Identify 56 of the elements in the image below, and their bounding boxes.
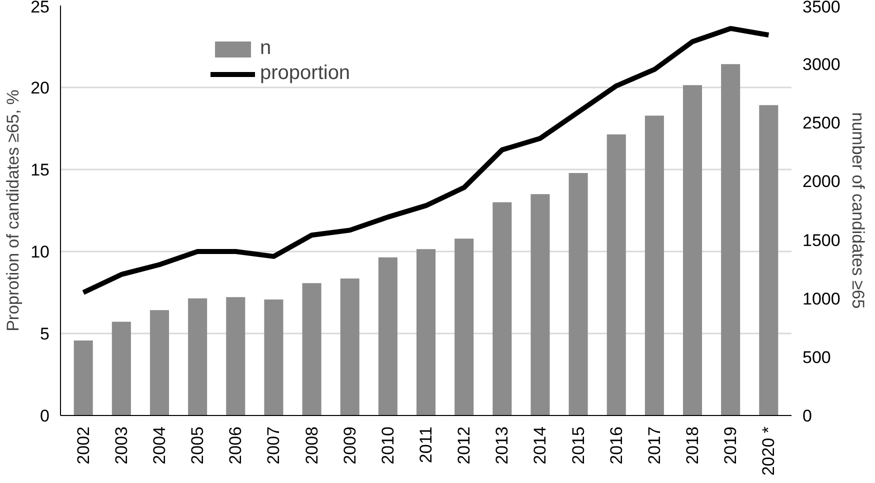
x-tick-label: 2010: [378, 426, 398, 464]
bar: [188, 298, 208, 416]
y2-axis-title: number of candidates ≥65: [848, 112, 868, 309]
bar: [74, 340, 93, 416]
y2-tick-label: 3500: [802, 0, 840, 16]
y2-tick-label: 2500: [802, 114, 840, 133]
y2-tick-label: 2000: [802, 172, 840, 192]
x-tick-label: 2019: [721, 426, 740, 464]
x-tick-label: 2017: [644, 426, 664, 464]
bar: [568, 173, 588, 416]
x-tick-label: 2002: [74, 426, 93, 464]
x-tick-label: 2012: [454, 426, 474, 464]
y-tick-label: 10: [30, 242, 50, 262]
x-tick-label: 2006: [226, 426, 246, 464]
bar: [682, 85, 702, 416]
bar: [264, 300, 284, 416]
x-tick-label: 2013: [492, 426, 512, 464]
legend-label: proportion: [260, 62, 350, 85]
bar: [416, 249, 436, 416]
bar: [112, 322, 131, 416]
y2-tick-label: 1500: [802, 230, 840, 250]
y2-tick-label: 1000: [802, 289, 840, 308]
x-tick-label: 2007: [264, 426, 284, 464]
y-axis-title: Proprotion of candidates ≥65, %: [4, 90, 23, 332]
bar: [454, 238, 474, 416]
y-tick-label: 5: [40, 324, 50, 344]
bar: [340, 278, 360, 416]
x-tick-label: 2004: [150, 426, 169, 464]
bar: [644, 116, 664, 416]
bar: [530, 194, 550, 416]
bar: [226, 297, 246, 416]
x-tick-label: 2016: [606, 426, 626, 464]
bar: [302, 283, 322, 416]
y2-tick-label: 3000: [802, 55, 840, 74]
bar: [759, 105, 778, 416]
x-tick-label: 2003: [112, 426, 131, 464]
bar: [378, 257, 398, 416]
x-tick-label: 2005: [188, 426, 208, 464]
y-tick-label: 0: [40, 406, 50, 426]
bar: [492, 202, 512, 416]
bar: [150, 310, 170, 416]
x-tick-label: 2020 *: [759, 426, 778, 476]
x-tick-label: 2014: [530, 426, 550, 464]
y2-tick-label: 0: [802, 406, 812, 426]
x-tick-label: 2008: [302, 426, 322, 464]
bar: [721, 64, 740, 416]
x-tick-label: 2015: [568, 426, 588, 464]
y-tick-label: 20: [30, 78, 50, 98]
y-tick-label: 15: [30, 160, 50, 180]
legend-label: n: [260, 37, 272, 60]
y2-tick-label: 500: [802, 348, 831, 367]
bar: [606, 134, 626, 416]
x-tick-label: 2011: [416, 426, 436, 464]
y-tick-label: 25: [30, 0, 50, 16]
x-tick-label: 2018: [683, 426, 702, 464]
x-tick-label: 2009: [340, 426, 360, 464]
